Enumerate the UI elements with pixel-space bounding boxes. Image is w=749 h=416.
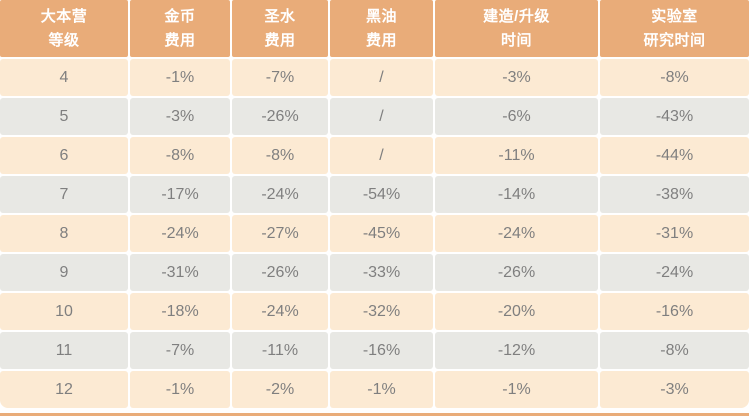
- table-cell: -31%: [130, 254, 230, 291]
- table-cell: -43%: [600, 98, 749, 135]
- table-cell: -54%: [330, 176, 433, 213]
- table-cell: -7%: [232, 59, 328, 96]
- table-cell: -16%: [330, 332, 433, 369]
- table-cell: -33%: [330, 254, 433, 291]
- header-line: 费用: [365, 31, 397, 49]
- header-line: 建造/升级: [483, 7, 550, 25]
- header-line: 等级: [48, 31, 80, 49]
- table-cell: -8%: [130, 137, 230, 174]
- table-cell: -32%: [330, 293, 433, 330]
- column-header-gold-cost: 金币 费用: [130, 0, 230, 57]
- table-cell: 12: [0, 371, 128, 408]
- table-cell: -1%: [130, 371, 230, 408]
- table-cell: 6: [0, 137, 128, 174]
- table-cell: -26%: [232, 254, 328, 291]
- table-cell: -20%: [435, 293, 598, 330]
- table-cell: -3%: [600, 371, 749, 408]
- table-cell: -16%: [600, 293, 749, 330]
- table-cell: /: [330, 137, 433, 174]
- column-header-elixir-cost: 圣水 费用: [232, 0, 328, 57]
- table-cell: 5: [0, 98, 128, 135]
- table-cell: -38%: [600, 176, 749, 213]
- header-line: 圣水: [264, 7, 296, 25]
- table-cell: -24%: [232, 293, 328, 330]
- table-cell: -8%: [600, 59, 749, 96]
- table-cell: -2%: [232, 371, 328, 408]
- table-cell: -24%: [435, 215, 598, 252]
- table-cell: /: [330, 59, 433, 96]
- header-line: 黑油: [365, 7, 397, 25]
- column-header-build-upgrade-time: 建造/升级 时间: [435, 0, 598, 57]
- table-cell: -27%: [232, 215, 328, 252]
- table-cell: -3%: [130, 98, 230, 135]
- table-cell: -45%: [330, 215, 433, 252]
- table-cell: -7%: [130, 332, 230, 369]
- column-header-townhall-level: 大本营 等级: [0, 0, 128, 57]
- table-cell: -8%: [232, 137, 328, 174]
- table-cell: 10: [0, 293, 128, 330]
- table-cell: -31%: [600, 215, 749, 252]
- next-row-top-edge: [0, 413, 749, 416]
- table-cell: -24%: [130, 215, 230, 252]
- table-cell: 11: [0, 332, 128, 369]
- table-cell: -24%: [600, 254, 749, 291]
- table-cell: -1%: [435, 371, 598, 408]
- table-cell: -8%: [600, 332, 749, 369]
- table-cell: -11%: [232, 332, 328, 369]
- table-cell: -26%: [435, 254, 598, 291]
- table-cell: 4: [0, 59, 128, 96]
- table-cell: -14%: [435, 176, 598, 213]
- header-line: 大本营: [40, 7, 88, 25]
- column-header-dark-elixir-cost: 黑油 费用: [330, 0, 433, 57]
- table-cell: -6%: [435, 98, 598, 135]
- table-cell: -11%: [435, 137, 598, 174]
- header-line: 时间: [500, 31, 532, 49]
- table-cell: -12%: [435, 332, 598, 369]
- header-line: 实验室: [651, 7, 698, 25]
- table-cell: -17%: [130, 176, 230, 213]
- table-cell: 9: [0, 254, 128, 291]
- header-line: 费用: [264, 31, 296, 49]
- table-cell: -1%: [130, 59, 230, 96]
- table-cell: -24%: [232, 176, 328, 213]
- table-cell: -1%: [330, 371, 433, 408]
- header-line: 金币: [164, 7, 196, 25]
- table-cell: 7: [0, 176, 128, 213]
- column-header-lab-research-time: 实验室 研究时间: [600, 0, 749, 57]
- table-cell: -3%: [435, 59, 598, 96]
- table-cell: -44%: [600, 137, 749, 174]
- table-cell: /: [330, 98, 433, 135]
- header-line: 研究时间: [643, 31, 706, 49]
- table-cell: 8: [0, 215, 128, 252]
- table-cell: -26%: [232, 98, 328, 135]
- header-line: 费用: [164, 31, 196, 49]
- table-cell: -18%: [130, 293, 230, 330]
